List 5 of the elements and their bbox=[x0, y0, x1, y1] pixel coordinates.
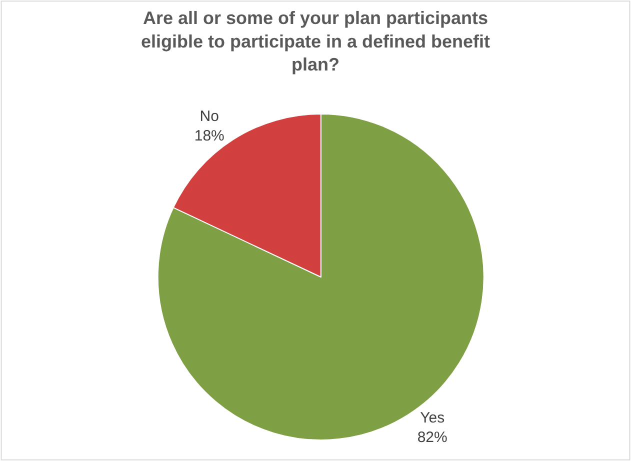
data-label: 18% bbox=[194, 128, 224, 145]
slice-label: Yes bbox=[420, 409, 445, 426]
chart-title: Are all or some of your plan participants eligible to participate in a defined benefit plan? bbox=[140, 8, 490, 75]
data-label: 82% bbox=[417, 428, 448, 446]
slice-label: No bbox=[200, 108, 219, 126]
